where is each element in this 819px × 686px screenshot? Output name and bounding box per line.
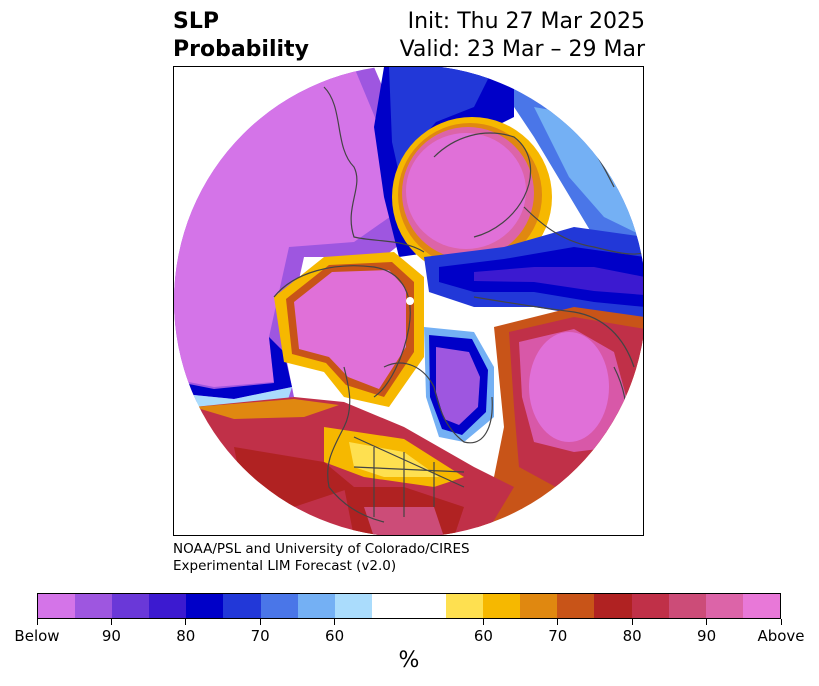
colorbar-tick (631, 619, 633, 625)
colorbar-segment (594, 594, 632, 618)
title-variable: SLP (173, 9, 219, 34)
valid-range: Valid: 23 Mar – 29 Mar (399, 37, 645, 62)
colorbar-segment (557, 594, 595, 618)
colorbar-tick-label: 80 (622, 627, 642, 645)
credit-line-1: NOAA/PSL and University of Colorado/CIRE… (173, 541, 470, 557)
colorbar-segment (668, 594, 706, 618)
colorbar-tick-label: 80 (176, 627, 196, 645)
title-metric: Probability (173, 37, 309, 62)
colorbar-tick (706, 619, 708, 625)
colorbar-segment (520, 594, 558, 618)
colorbar-segment (112, 594, 150, 618)
colorbar-tick-label: 70 (250, 627, 270, 645)
pole-marker (406, 297, 414, 305)
colorbar-tick (185, 619, 187, 625)
colorbar-tick (110, 619, 112, 625)
init-date: Init: Thu 27 Mar 2025 (407, 9, 645, 34)
colorbar-segment (483, 594, 521, 618)
colorbar-segment (223, 594, 261, 618)
colorbar-tick-label: 70 (548, 627, 568, 645)
colorbar-tick (36, 619, 38, 625)
colorbar-tick-label: 90 (101, 627, 121, 645)
colorbar-segment (631, 594, 669, 618)
colorbar-tick-label: 60 (325, 627, 345, 645)
colorbar-segment (38, 594, 76, 618)
colorbar-tick (482, 619, 484, 625)
credit: NOAA/PSL and University of Colorado/CIRE… (173, 541, 470, 575)
colorbar-segment (186, 594, 224, 618)
colorbar (37, 593, 781, 619)
colorbar-segment (334, 594, 372, 618)
colorbar-segment (408, 594, 447, 618)
colorbar-tick (780, 619, 782, 625)
credit-line-2: Experimental LIM Forecast (v2.0) (173, 558, 397, 574)
map-title: SLP Probability (173, 8, 309, 64)
colorbar-segment (75, 594, 113, 618)
colorbar-tick-label: 60 (473, 627, 493, 645)
forecast-dates: Init: Thu 27 Mar 2025 Valid: 23 Mar – 29… (400, 8, 645, 64)
colorbar-segment (446, 594, 484, 618)
probability-field (174, 67, 643, 535)
polar-map (173, 66, 644, 536)
colorbar-tick-label: 90 (697, 627, 717, 645)
colorbar-unit: % (398, 648, 420, 673)
colorbar-segment (371, 594, 409, 618)
colorbar-segment (742, 594, 780, 618)
colorbar-segment (260, 594, 298, 618)
colorbar-tick (334, 619, 336, 625)
colorbar-tick-label: Below (14, 627, 60, 645)
colorbar-tick (259, 619, 261, 625)
colorbar-segment (705, 594, 743, 618)
colorbar-tick-label: Above (757, 627, 805, 645)
colorbar-tick (557, 619, 559, 625)
colorbar-segment (297, 594, 335, 618)
colorbar-segment (149, 594, 187, 618)
